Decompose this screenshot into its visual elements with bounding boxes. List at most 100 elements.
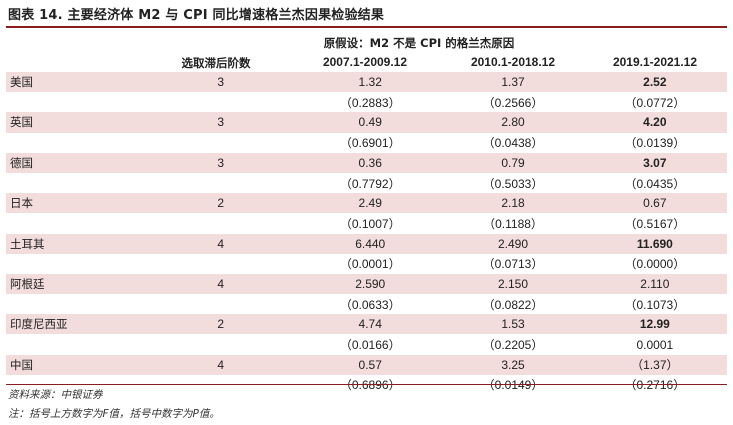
source-note: 资料来源：中银证券	[8, 389, 103, 401]
lag-cell: 4	[144, 273, 298, 295]
f-value-cell: 12.99	[582, 314, 727, 335]
p-value-cell: （0.0435）	[624, 176, 686, 191]
table-row: （0.1007） （0.1188） （0.5167）	[6, 213, 727, 233]
table-title: 图表 14. 主要经济体 M2 与 CPI 同比增速格兰杰因果检验结果	[8, 8, 385, 23]
country-cell: 阿根廷	[6, 273, 145, 295]
p-value-cell: （0.0438）	[482, 136, 544, 151]
period-header-3: 2019.1-2021.12	[612, 55, 698, 69]
hypothesis-header: 原假设：M2 不是 CPI 的格兰杰原因	[323, 36, 515, 50]
lag-cell: 2	[144, 193, 298, 214]
f-value-cell: 0.79	[443, 152, 583, 173]
f-value-cell: 4.20	[582, 112, 727, 133]
empty-cell	[144, 92, 297, 112]
lag-cell: 4	[144, 233, 298, 254]
empty-cell	[6, 334, 144, 354]
p-value-cell: （0.0139）	[624, 136, 686, 151]
f-value-cell: 6.440	[297, 233, 444, 254]
f-value-cell: 3.25	[443, 354, 583, 375]
f-value-cell: 2.110	[582, 273, 727, 295]
empty-cell	[6, 294, 144, 314]
country-cell: 中国	[6, 354, 145, 375]
p-value-cell: （0.1073）	[624, 297, 686, 312]
empty-cell	[6, 213, 144, 233]
table-row: （0.0633） （0.0822） （0.1073）	[6, 294, 727, 314]
country-cell: 日本	[6, 193, 145, 214]
p-value-cell: （0.2566）	[482, 95, 544, 110]
p-value-cell: （0.2205）	[482, 338, 544, 353]
f-value-cell: 0.49	[297, 112, 444, 133]
f-value-cell: 1.32	[297, 72, 444, 93]
empty-cell	[6, 173, 144, 193]
table-row: 德国 3 0.36 0.79 3.07	[6, 152, 727, 173]
table-row: （0.2883） （0.2566） （0.0772）	[6, 92, 727, 112]
f-value-cell: 0.67	[582, 193, 727, 214]
f-value-cell: 4.74	[297, 314, 444, 335]
country-cell: 土耳其	[6, 233, 145, 254]
table-row: （0.7792） （0.5033） （0.0435）	[6, 173, 727, 193]
empty-cell	[144, 294, 297, 314]
period-header-2: 2010.1-2018.12	[470, 55, 556, 69]
country-cell: 美国	[6, 72, 145, 93]
p-value-cell: （0.0000）	[624, 257, 686, 272]
f-value-cell: （1.37）	[582, 354, 727, 375]
p-value-cell: （0.7792）	[339, 176, 401, 191]
empty-cell	[6, 133, 144, 153]
f-value-cell: 2.80	[443, 112, 583, 133]
lag-cell: 3	[144, 112, 298, 133]
empty-cell	[6, 254, 144, 274]
f-value-cell: 1.53	[443, 314, 583, 335]
p-value-cell: （0.5033）	[482, 176, 544, 191]
table-row: 英国 3 0.49 2.80 4.20	[6, 112, 727, 133]
f-value-cell: 2.150	[443, 273, 583, 295]
empty-cell	[144, 213, 297, 233]
table-row: 美国 3 1.32 1.37 2.52	[6, 72, 727, 93]
f-value-cell: 2.590	[297, 273, 444, 295]
p-value-cell: （0.5167）	[624, 216, 686, 231]
empty-cell	[144, 133, 297, 153]
p-value-cell: （0.0822）	[482, 297, 544, 312]
lag-header: 选取滞后阶数	[181, 56, 251, 70]
p-value-cell: （0.0149）	[482, 378, 544, 393]
table-row: （0.0166） （0.2205） 0.0001	[6, 334, 727, 354]
p-value-cell: （0.0633）	[339, 297, 401, 312]
f-value-cell: 2.18	[443, 193, 583, 214]
p-value-cell: （0.0166）	[339, 338, 401, 353]
table-row: 日本 2 2.49 2.18 0.67	[6, 193, 727, 214]
lag-cell: 3	[144, 72, 298, 93]
empty-cell	[144, 254, 297, 274]
f-value-cell: 3.07	[582, 152, 727, 173]
country-cell: 英国	[6, 112, 145, 133]
empty-cell	[144, 173, 297, 193]
table-row: （0.6901） （0.0438） （0.0139）	[6, 133, 727, 153]
table-row: 阿根廷 4 2.590 2.150 2.110	[6, 273, 727, 295]
f-value-cell: 2.49	[297, 193, 444, 214]
country-cell: 印度尼西亚	[6, 314, 145, 335]
p-value-cell: （0.0713）	[482, 257, 544, 272]
p-value-cell: 0.0001	[636, 337, 674, 352]
table-row: 印度尼西亚 2 4.74 1.53 12.99	[6, 314, 727, 335]
p-value-cell: （0.0772）	[624, 95, 686, 110]
p-value-cell: （0.6896）	[339, 378, 401, 393]
p-value-cell: （0.0001）	[339, 257, 401, 272]
table-row: 中国 4 0.57 3.25 （1.37）	[6, 354, 727, 375]
p-value-cell: （0.6901）	[339, 136, 401, 151]
granger-table: 美国 3 1.32 1.37 2.52 （0.2883） （0.2566） （0.0772）英…	[6, 72, 727, 395]
table-row: （0.0001） （0.0713） （0.0000）	[6, 254, 727, 274]
lag-cell: 3	[144, 152, 298, 173]
f-value-cell: 0.36	[297, 152, 444, 173]
f-value-cell: 1.37	[443, 72, 583, 93]
bottom-divider	[6, 384, 727, 385]
period-header-1: 2007.1-2009.12	[322, 55, 408, 69]
p-value-cell: （0.2716）	[624, 378, 686, 393]
f-value-cell: 2.490	[443, 233, 583, 254]
table-row: 土耳其 4 6.440 2.490 11.690	[6, 233, 727, 254]
p-value-cell: （0.2883）	[339, 95, 401, 110]
p-value-cell: （0.1188）	[483, 216, 543, 231]
lag-cell: 2	[144, 314, 298, 335]
p-value-cell: （0.1007）	[339, 216, 401, 231]
footnote: 注：括号上方数字为F值，括号中数字为P值。	[8, 408, 220, 420]
empty-cell	[144, 334, 297, 354]
f-value-cell: 2.52	[582, 72, 727, 93]
country-cell: 德国	[6, 152, 145, 173]
empty-cell	[6, 92, 144, 112]
